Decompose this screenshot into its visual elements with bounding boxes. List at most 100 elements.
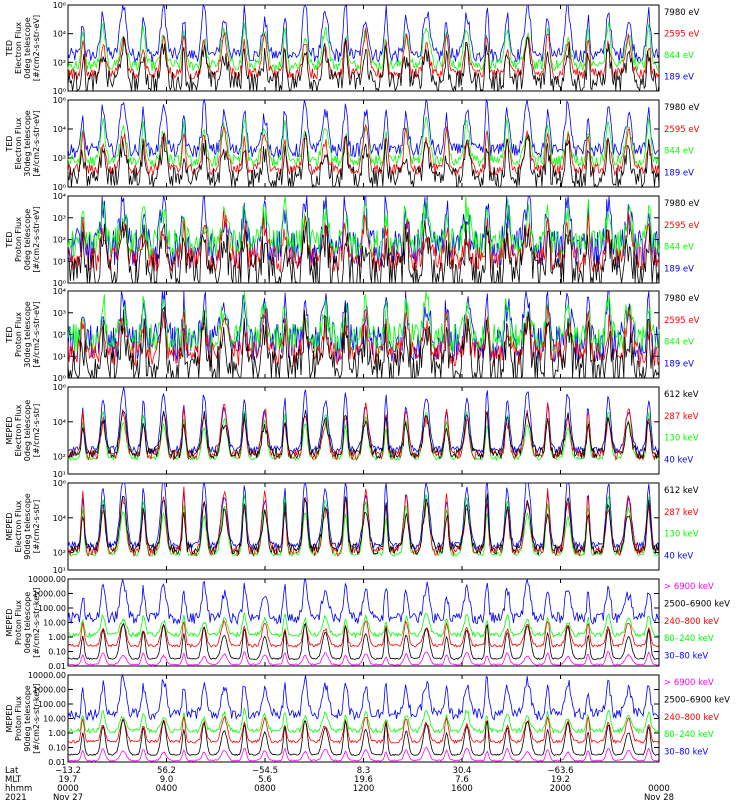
- ytick-label: 10⁶: [53, 96, 66, 105]
- legend-entry: 7980 eV: [664, 199, 700, 209]
- ytick-label: 10⁴: [53, 418, 66, 427]
- y-axis-label: MEPED: [5, 417, 14, 445]
- legend-entry: 844 eV: [664, 51, 694, 61]
- series-red: [67, 123, 660, 177]
- series-red: [67, 210, 660, 274]
- legend-entry: 2595 eV: [664, 316, 700, 326]
- legend-entry: 2500–6900 keV: [664, 599, 730, 609]
- y-axis-label: Electron Flux: [14, 500, 23, 552]
- ytick-label: 10³: [53, 214, 66, 223]
- y-axis-label: 0deg telescope: [23, 592, 32, 653]
- legend-entry: 189 eV: [664, 168, 694, 178]
- x-lat-label: −13.2: [55, 766, 81, 776]
- x-row-label: hhmm: [5, 784, 32, 794]
- ytick-label: 10⁰: [53, 183, 66, 192]
- y-axis-label: Electron Flux: [14, 22, 23, 74]
- y-axis-label: TED: [5, 40, 14, 57]
- legend-entry: 30–80 keV: [664, 652, 708, 662]
- y-axis-label: Proton Flux: [14, 312, 23, 357]
- series-blue: [67, 578, 660, 626]
- legend-entry: 612 keV: [664, 486, 699, 496]
- ytick-label: 10⁰: [53, 279, 66, 288]
- series-green: [67, 494, 660, 557]
- ytick-label: 10000.00: [28, 671, 66, 680]
- ytick-label: 10²: [53, 549, 66, 558]
- legend-entry: 189 eV: [664, 264, 694, 274]
- ytick-label: 10⁶: [53, 1, 66, 10]
- series-green: [67, 706, 660, 735]
- x-mlt-label: 19.2: [551, 775, 570, 785]
- legend-entry: 80–240 keV: [664, 730, 714, 740]
- ytick-label: 100.00: [38, 604, 66, 613]
- y-axis-label: [#/cm2-s-str]: [32, 500, 41, 553]
- legend-entry: 189 eV: [664, 359, 694, 369]
- x-time-label: 1200: [353, 784, 375, 794]
- legend-entry: 612 keV: [664, 390, 699, 400]
- legend-entry: 130 keV: [664, 530, 699, 540]
- x-lat-label: −63.6: [547, 766, 573, 776]
- y-axis-label: 0deg telescope: [23, 400, 32, 461]
- ytick-label: 0.10: [48, 744, 66, 753]
- series-black: [67, 219, 660, 285]
- legend-entry: 2500–6900 keV: [664, 695, 730, 705]
- x-time-label: 0800: [254, 784, 276, 794]
- y-axis-label: [#/cm2-s-str]: [32, 404, 41, 457]
- y-axis-label: TED: [5, 135, 14, 152]
- x-mlt-label: 7.6: [455, 775, 469, 785]
- legend-entry: 287 keV: [664, 508, 699, 518]
- series-black: [67, 131, 660, 189]
- series-black: [67, 410, 660, 460]
- legend-entry: 130 keV: [664, 434, 699, 444]
- y-axis-label: Electron Flux: [14, 117, 23, 169]
- series-red: [67, 27, 660, 81]
- ytick-label: 10.00: [43, 619, 66, 628]
- ytick-label: 0.01: [48, 758, 66, 767]
- y-axis-label: 90deg telescope: [23, 493, 32, 560]
- x-row-label: MLT: [5, 775, 22, 785]
- y-axis-label: MEPED: [5, 513, 14, 541]
- ytick-label: 10⁶: [53, 383, 66, 392]
- x-row-label: Lat: [5, 766, 19, 776]
- y-axis-label: 90deg telescope: [23, 685, 32, 752]
- ytick-label: 10⁴: [53, 514, 66, 523]
- ytick-label: 1.00: [48, 729, 66, 738]
- series-black: [67, 304, 660, 380]
- y-axis-label: [#/cm2-s-str-keV]: [32, 683, 41, 754]
- x-row-label: 2021: [5, 793, 27, 800]
- x-date-label: Nov 28: [644, 793, 674, 800]
- x-mlt-label: 19.7: [59, 775, 78, 785]
- legend-entry: 844 eV: [664, 147, 694, 157]
- ytick-label: 10¹: [53, 257, 66, 266]
- ytick-label: 10⁴: [53, 287, 66, 296]
- x-time-label: 2000: [550, 784, 572, 794]
- series-blue: [67, 673, 660, 722]
- legend-entry: 240–800 keV: [664, 713, 719, 723]
- series-blue: [67, 3, 660, 64]
- y-axis-label: 30deg telescope: [23, 301, 32, 368]
- x-lat-label: 8.3: [357, 766, 371, 776]
- series-red: [67, 715, 660, 744]
- legend-entry: 7980 eV: [664, 294, 700, 304]
- ytick-label: 10.00: [43, 715, 66, 724]
- legend-entry: 2595 eV: [664, 30, 700, 40]
- ytick-label: 0.10: [48, 648, 66, 657]
- ytick-label: 1000.00: [33, 590, 66, 599]
- series-green: [67, 612, 660, 639]
- y-axis-label: Proton Flux: [14, 600, 23, 645]
- legend-entry: > 6900 keV: [664, 582, 714, 592]
- legend-entry: 7980 eV: [664, 103, 700, 113]
- x-time-label: 1600: [451, 784, 473, 794]
- y-axis-label: 30deg telescope: [23, 110, 32, 177]
- series-black: [67, 719, 660, 756]
- y-axis-label: [#/cm2-s-str-eV]: [32, 301, 41, 367]
- x-date-label: Nov 27: [53, 793, 83, 800]
- panel-frame: [67, 482, 660, 571]
- x-lat-label: 56.2: [157, 766, 176, 776]
- ytick-label: 10⁴: [53, 192, 66, 201]
- legend-entry: 40 keV: [664, 551, 693, 561]
- legend-entry: 844 eV: [664, 243, 694, 253]
- y-axis-label: MEPED: [5, 705, 14, 733]
- series-green: [67, 410, 660, 462]
- ytick-label: 10¹: [53, 566, 66, 575]
- legend-entry: 7980 eV: [664, 8, 700, 18]
